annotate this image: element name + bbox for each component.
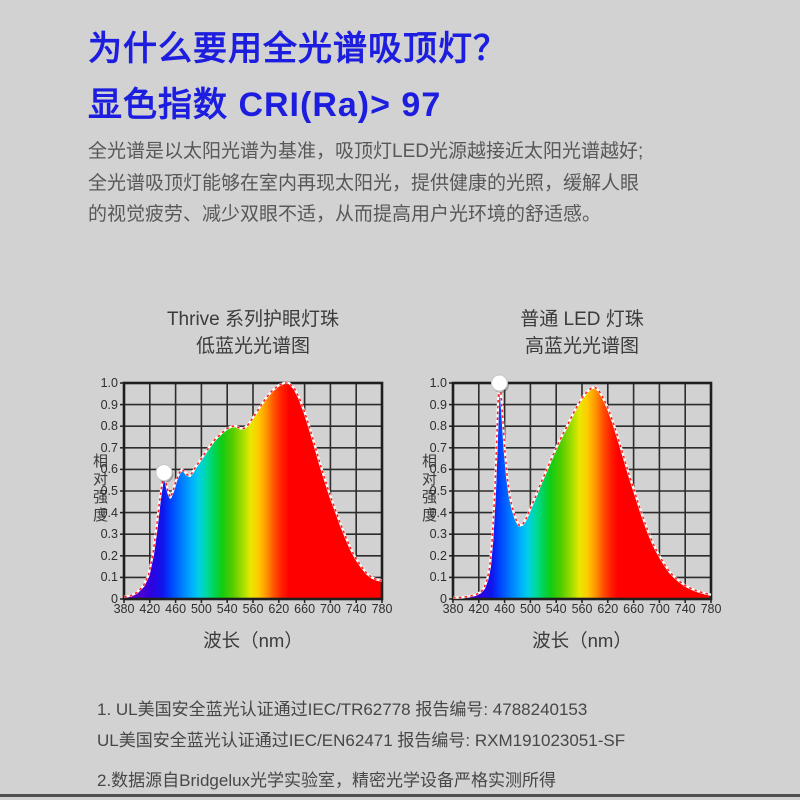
plot-area	[449, 374, 713, 603]
y-tick-label: 0.5	[429, 484, 447, 498]
x-tick-label: 460	[165, 602, 187, 616]
y-tick-label: 0.2	[429, 548, 447, 563]
y-tick-label: 0.1	[429, 570, 447, 585]
peak-marker-dot	[155, 464, 173, 482]
footnote-1: 1. UL美国安全蓝光认证通过IEC/TR62778 报告编号: 4788240…	[97, 700, 588, 719]
x-tick-label: 540	[545, 602, 567, 616]
y-tick-label: 0.3	[429, 527, 447, 542]
y-tick-label: 0.5	[100, 484, 118, 498]
x-tick-label: 700	[319, 602, 341, 616]
x-tick-label: 620	[597, 602, 619, 616]
x-tick-label: 420	[139, 602, 161, 616]
y-tick-label: 0.9	[429, 397, 447, 412]
page-title-line1: 为什么要用全光谱吸顶灯？	[88, 30, 508, 68]
spectrum-chart-normal-led: 普通 LED 灯珠 高蓝光光谱图 相对强度 1.0 0.9 0.8 0.7 0.6 0.5…	[415, 300, 727, 672]
y-axis-ticks: 1.0 0.9 0.8 0.7 0.6 0.5 0.4 0.3 0.2 0.1 0	[417, 376, 449, 606]
spectrum-svg	[449, 374, 713, 603]
x-tick-label: 780	[371, 602, 393, 616]
y-axis-label: 相对强度	[91, 453, 108, 525]
x-tick-label: 740	[674, 602, 696, 616]
y-tick-label: 0.1	[100, 570, 118, 585]
spectrum-svg	[120, 381, 384, 603]
y-tick-label: 0.9	[100, 397, 118, 412]
chart-title: 普通 LED 灯珠 高蓝光光谱图	[453, 306, 711, 360]
x-tick-label: 560	[242, 602, 264, 616]
x-tick-label: 540	[216, 602, 238, 616]
chart-title-line1: Thrive 系列护眼灯珠	[166, 309, 340, 330]
y-tick-label: 0	[111, 592, 118, 606]
x-tick-label: 380	[442, 602, 464, 616]
y-tick-label: 0.8	[100, 419, 118, 434]
bottom-divider	[0, 794, 800, 797]
y-axis-ticks: 1.0 0.9 0.8 0.7 0.6 0.5 0.4 0.3 0.2 0.1 0	[88, 376, 120, 606]
chart-title-line2: 高蓝光光谱图	[524, 336, 639, 357]
x-axis-ticks: 380 420 460 500 540 560 620 660 700 740 780	[443, 602, 722, 618]
y-tick-label: 0.4	[100, 505, 118, 520]
y-tick-label: 1.0	[429, 376, 447, 390]
footnote-2: UL美国安全蓝光认证通过IEC/EN62471 报告编号: RXM1910230…	[97, 731, 626, 750]
y-tick-label: 0.3	[100, 527, 118, 542]
chart-title-line2: 低蓝光光谱图	[195, 336, 310, 357]
x-tick-label: 700	[648, 602, 670, 616]
x-tick-label: 740	[345, 602, 367, 616]
y-tick-label: 0.2	[100, 548, 118, 563]
chart-title: Thrive 系列护眼灯珠 低蓝光光谱图	[124, 306, 382, 360]
x-tick-label: 560	[571, 602, 593, 616]
y-tick-label: 1.0	[100, 376, 118, 390]
peak-marker-dot	[490, 374, 508, 392]
intro-line-1: 全光谱是以太阳光谱为基准，吸顶灯LED光源越接近太阳光谱越好;	[88, 141, 644, 162]
intro-paragraph: 全光谱是以太阳光谱为基准，吸顶灯LED光源越接近太阳光谱越好; 全光谱吸顶灯能够…	[88, 136, 643, 231]
x-axis-label: 波长（nm）	[532, 630, 632, 651]
x-tick-label: 620	[268, 602, 290, 616]
y-tick-label: 0	[440, 592, 447, 606]
x-axis-label: 波长（nm）	[203, 630, 303, 651]
y-tick-label: 0.7	[429, 440, 447, 455]
x-tick-label: 660	[294, 602, 316, 616]
page-title-line2: 显色指数 CRI(Ra)> 97	[88, 86, 442, 124]
chart-title-line1: 普通 LED 灯珠	[520, 309, 644, 330]
y-tick-label: 0.6	[100, 462, 118, 477]
y-tick-label: 0.8	[429, 419, 447, 434]
x-tick-label: 660	[623, 602, 645, 616]
footnote-3: 2.数据源自Bridgelux光学实验室，精密光学设备严格实测所得	[97, 771, 557, 790]
x-tick-label: 420	[468, 602, 490, 616]
intro-line-2: 全光谱吸顶灯能够在室内再现太阳光，提供健康的光照，缓解人眼	[88, 172, 640, 194]
intro-line-3: 的视觉疲劳、减少双眼不适，从而提高用户光环境的舒适感。	[88, 204, 602, 225]
x-tick-label: 460	[494, 602, 516, 616]
spectrum-chart-thrive: Thrive 系列护眼灯珠 低蓝光光谱图 相对强度 1.0 0.9 0.8 0.7 0.…	[86, 300, 398, 672]
plot-area	[120, 381, 384, 603]
x-tick-label: 500	[519, 602, 541, 616]
y-axis-label: 相对强度	[420, 453, 437, 525]
footnotes: 1. UL美国安全蓝光认证通过IEC/TR62778 报告编号: 4788240…	[97, 694, 625, 796]
y-tick-label: 0.4	[429, 505, 447, 520]
x-tick-label: 380	[113, 602, 135, 616]
y-tick-label: 0.7	[100, 440, 118, 455]
x-tick-label: 500	[190, 602, 212, 616]
y-tick-label: 0.6	[429, 462, 447, 477]
x-tick-label: 780	[700, 602, 722, 616]
x-axis-ticks: 380 420 460 500 540 560 620 660 700 740 780	[114, 602, 393, 618]
